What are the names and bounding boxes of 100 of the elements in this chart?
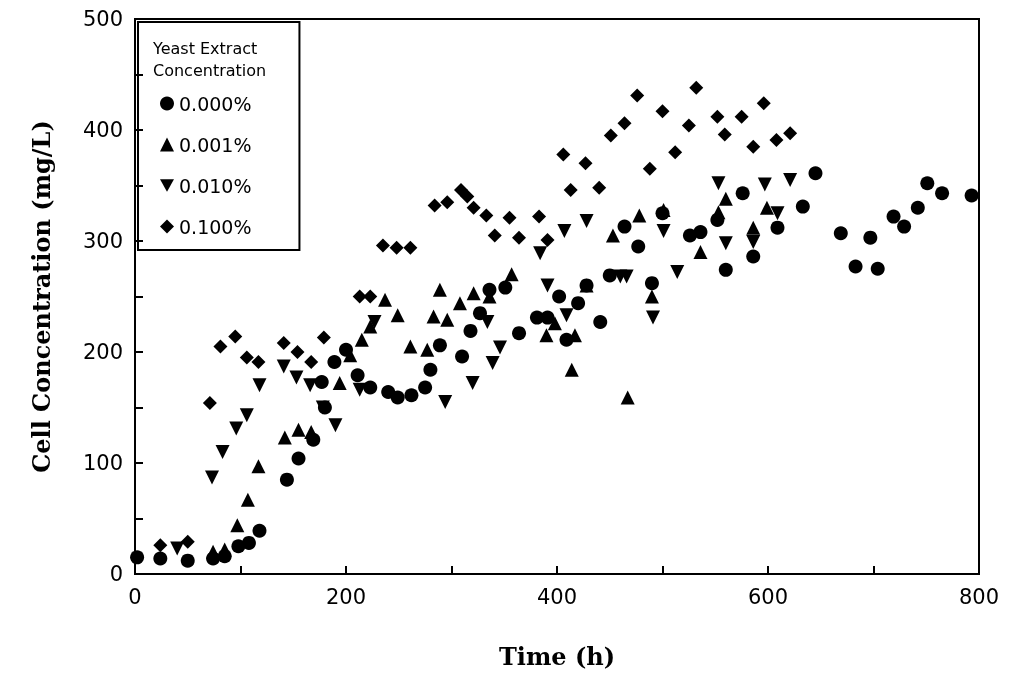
point <box>540 232 555 247</box>
point <box>711 176 726 191</box>
point <box>734 109 749 124</box>
point <box>547 316 562 331</box>
point <box>964 188 979 203</box>
point <box>485 356 500 371</box>
x-tick-label: 0 <box>128 584 142 609</box>
point <box>389 240 404 255</box>
point <box>757 177 772 192</box>
point <box>276 359 291 374</box>
point <box>571 296 586 311</box>
point <box>440 195 455 210</box>
point <box>630 88 645 103</box>
point <box>438 394 453 409</box>
point <box>592 180 607 195</box>
point <box>783 172 798 187</box>
point <box>229 421 244 436</box>
point <box>619 269 634 284</box>
legend-title: Yeast Extract Concentration <box>152 38 267 80</box>
point <box>231 539 246 554</box>
point <box>230 518 245 533</box>
x-tick-label: 200 <box>325 584 367 609</box>
point <box>897 219 912 234</box>
point <box>180 553 195 568</box>
point <box>460 189 475 204</box>
point <box>228 329 243 344</box>
point <box>656 224 671 239</box>
point <box>251 354 266 369</box>
point <box>403 240 418 255</box>
point <box>808 166 823 181</box>
point <box>277 430 292 445</box>
point <box>466 286 481 301</box>
y-tick-label: 100 <box>82 451 123 475</box>
point <box>304 354 319 369</box>
point <box>498 280 513 295</box>
point <box>540 278 555 293</box>
point <box>480 315 495 330</box>
point <box>418 380 433 395</box>
point <box>327 354 342 369</box>
point <box>770 220 785 235</box>
point <box>795 199 810 214</box>
point <box>689 80 704 95</box>
point <box>367 315 382 330</box>
point <box>644 276 659 291</box>
point <box>512 326 527 341</box>
point <box>352 289 367 304</box>
point <box>180 534 195 549</box>
point <box>631 239 646 254</box>
point <box>215 444 230 459</box>
point <box>559 308 574 323</box>
point <box>427 198 442 213</box>
point <box>717 127 732 142</box>
point <box>241 535 256 550</box>
y-axis-title: Cell Concentration (mg/L) <box>26 120 56 473</box>
point <box>848 259 863 274</box>
point <box>170 541 185 556</box>
point <box>540 310 555 325</box>
point <box>378 292 393 307</box>
x-tick-label: 400 <box>536 584 578 609</box>
point <box>693 245 708 260</box>
point <box>403 339 418 354</box>
point <box>579 214 594 229</box>
legend-label: 0.010% <box>179 174 252 197</box>
point <box>363 289 378 304</box>
point <box>465 376 480 391</box>
point <box>426 309 441 324</box>
point <box>423 362 438 377</box>
point <box>504 267 519 282</box>
point <box>735 186 750 201</box>
y-tick-label: 300 <box>82 229 123 253</box>
point <box>239 408 254 423</box>
point <box>352 382 367 397</box>
x-axis-title: Time (h) <box>498 641 616 671</box>
point <box>593 315 608 330</box>
point <box>532 209 547 224</box>
point <box>432 338 447 353</box>
point <box>455 349 470 364</box>
point <box>681 118 696 133</box>
point <box>603 128 618 143</box>
point <box>153 551 168 566</box>
point <box>564 362 579 377</box>
point <box>328 418 343 433</box>
point <box>240 492 255 507</box>
point <box>718 236 733 251</box>
point <box>130 550 145 565</box>
point <box>769 132 784 147</box>
point <box>644 289 659 304</box>
point <box>279 472 294 487</box>
point <box>617 219 632 234</box>
point <box>578 156 593 171</box>
point <box>670 265 685 280</box>
point <box>710 109 725 124</box>
point <box>783 126 798 141</box>
legend-label: 0.001% <box>179 133 252 156</box>
point <box>440 312 455 327</box>
point <box>617 116 632 131</box>
point <box>466 200 481 215</box>
point <box>432 282 447 297</box>
y-tick-label: 500 <box>82 7 123 31</box>
point <box>153 538 168 553</box>
